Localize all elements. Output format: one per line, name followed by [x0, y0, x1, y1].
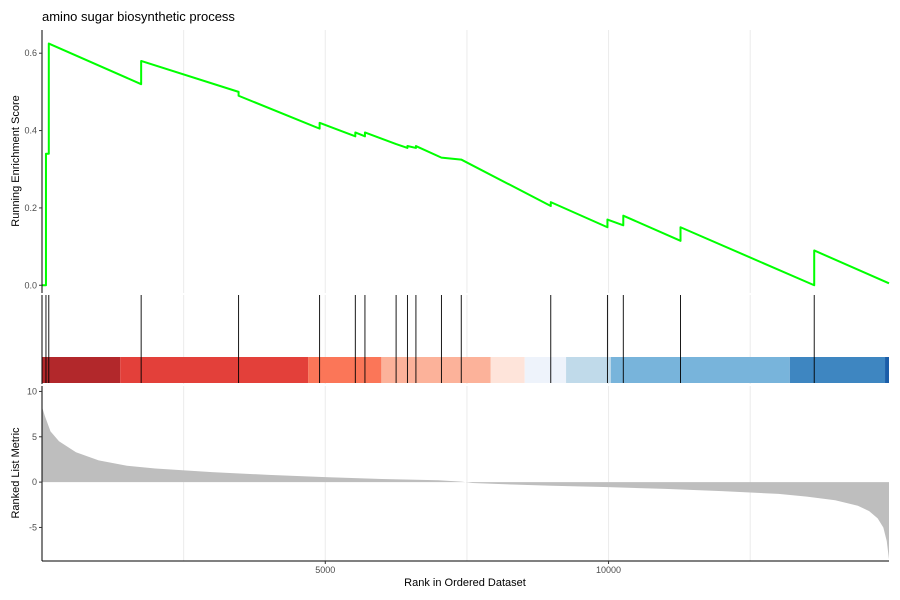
enrichment-line-group: [42, 42, 890, 287]
enrichment-y-tick-label: 0.0: [24, 280, 37, 290]
enrichment-y-tick-label: 0.2: [24, 203, 37, 213]
color-bar-segment: [381, 357, 491, 383]
ranked-y-tick-label: -5: [29, 522, 37, 532]
enrichment-y-tick-label: 0.6: [24, 48, 37, 58]
ranked-metric-area: [42, 406, 889, 560]
color-bar-segment: [308, 357, 382, 383]
ranked-panel: -5 0 5 10 5000 10000 Ranked List Metric: [10, 386, 889, 575]
color-bar-segment: [42, 357, 121, 383]
hits-lines: [45, 295, 815, 383]
x-axis-label: Rank in Ordered Dataset: [404, 577, 526, 589]
ranked-axes: -5 0 5 10 5000 10000: [27, 386, 889, 575]
x-tick-label: 10000: [596, 565, 621, 575]
enrichment-panel: 0.0 0.2 0.4 0.6 Running Enrichment Score: [10, 30, 890, 293]
ranked-y-tick-label: 0: [32, 477, 37, 487]
ranked-y-axis-label: Ranked List Metric: [10, 427, 22, 519]
enrichment-y-axis-label: Running Enrichment Score: [10, 95, 22, 226]
color-bar-segment: [120, 357, 309, 383]
x-tick-label: 5000: [315, 565, 335, 575]
hits-panel: [41, 295, 889, 384]
color-bar-segment: [789, 357, 886, 383]
enrichment-score-line: [42, 42, 890, 287]
ranked-grid: [183, 386, 751, 561]
plot-title: amino sugar biosynthetic process: [42, 9, 235, 24]
color-bar-segment: [610, 357, 790, 383]
color-bar-segment: [885, 357, 889, 383]
hits-color-bar: [42, 357, 889, 383]
color-bar-segment: [566, 357, 611, 383]
color-bar-segment: [524, 357, 567, 383]
ranked-y-tick-label: 10: [27, 386, 37, 396]
enrichment-y-tick-label: 0.4: [24, 126, 37, 136]
enrichment-axes: 0.0 0.2 0.4 0.6: [24, 30, 43, 293]
ranked-y-tick-label: 5: [32, 432, 37, 442]
color-bar-segment: [490, 357, 525, 383]
ranked-area-group: [42, 406, 889, 560]
